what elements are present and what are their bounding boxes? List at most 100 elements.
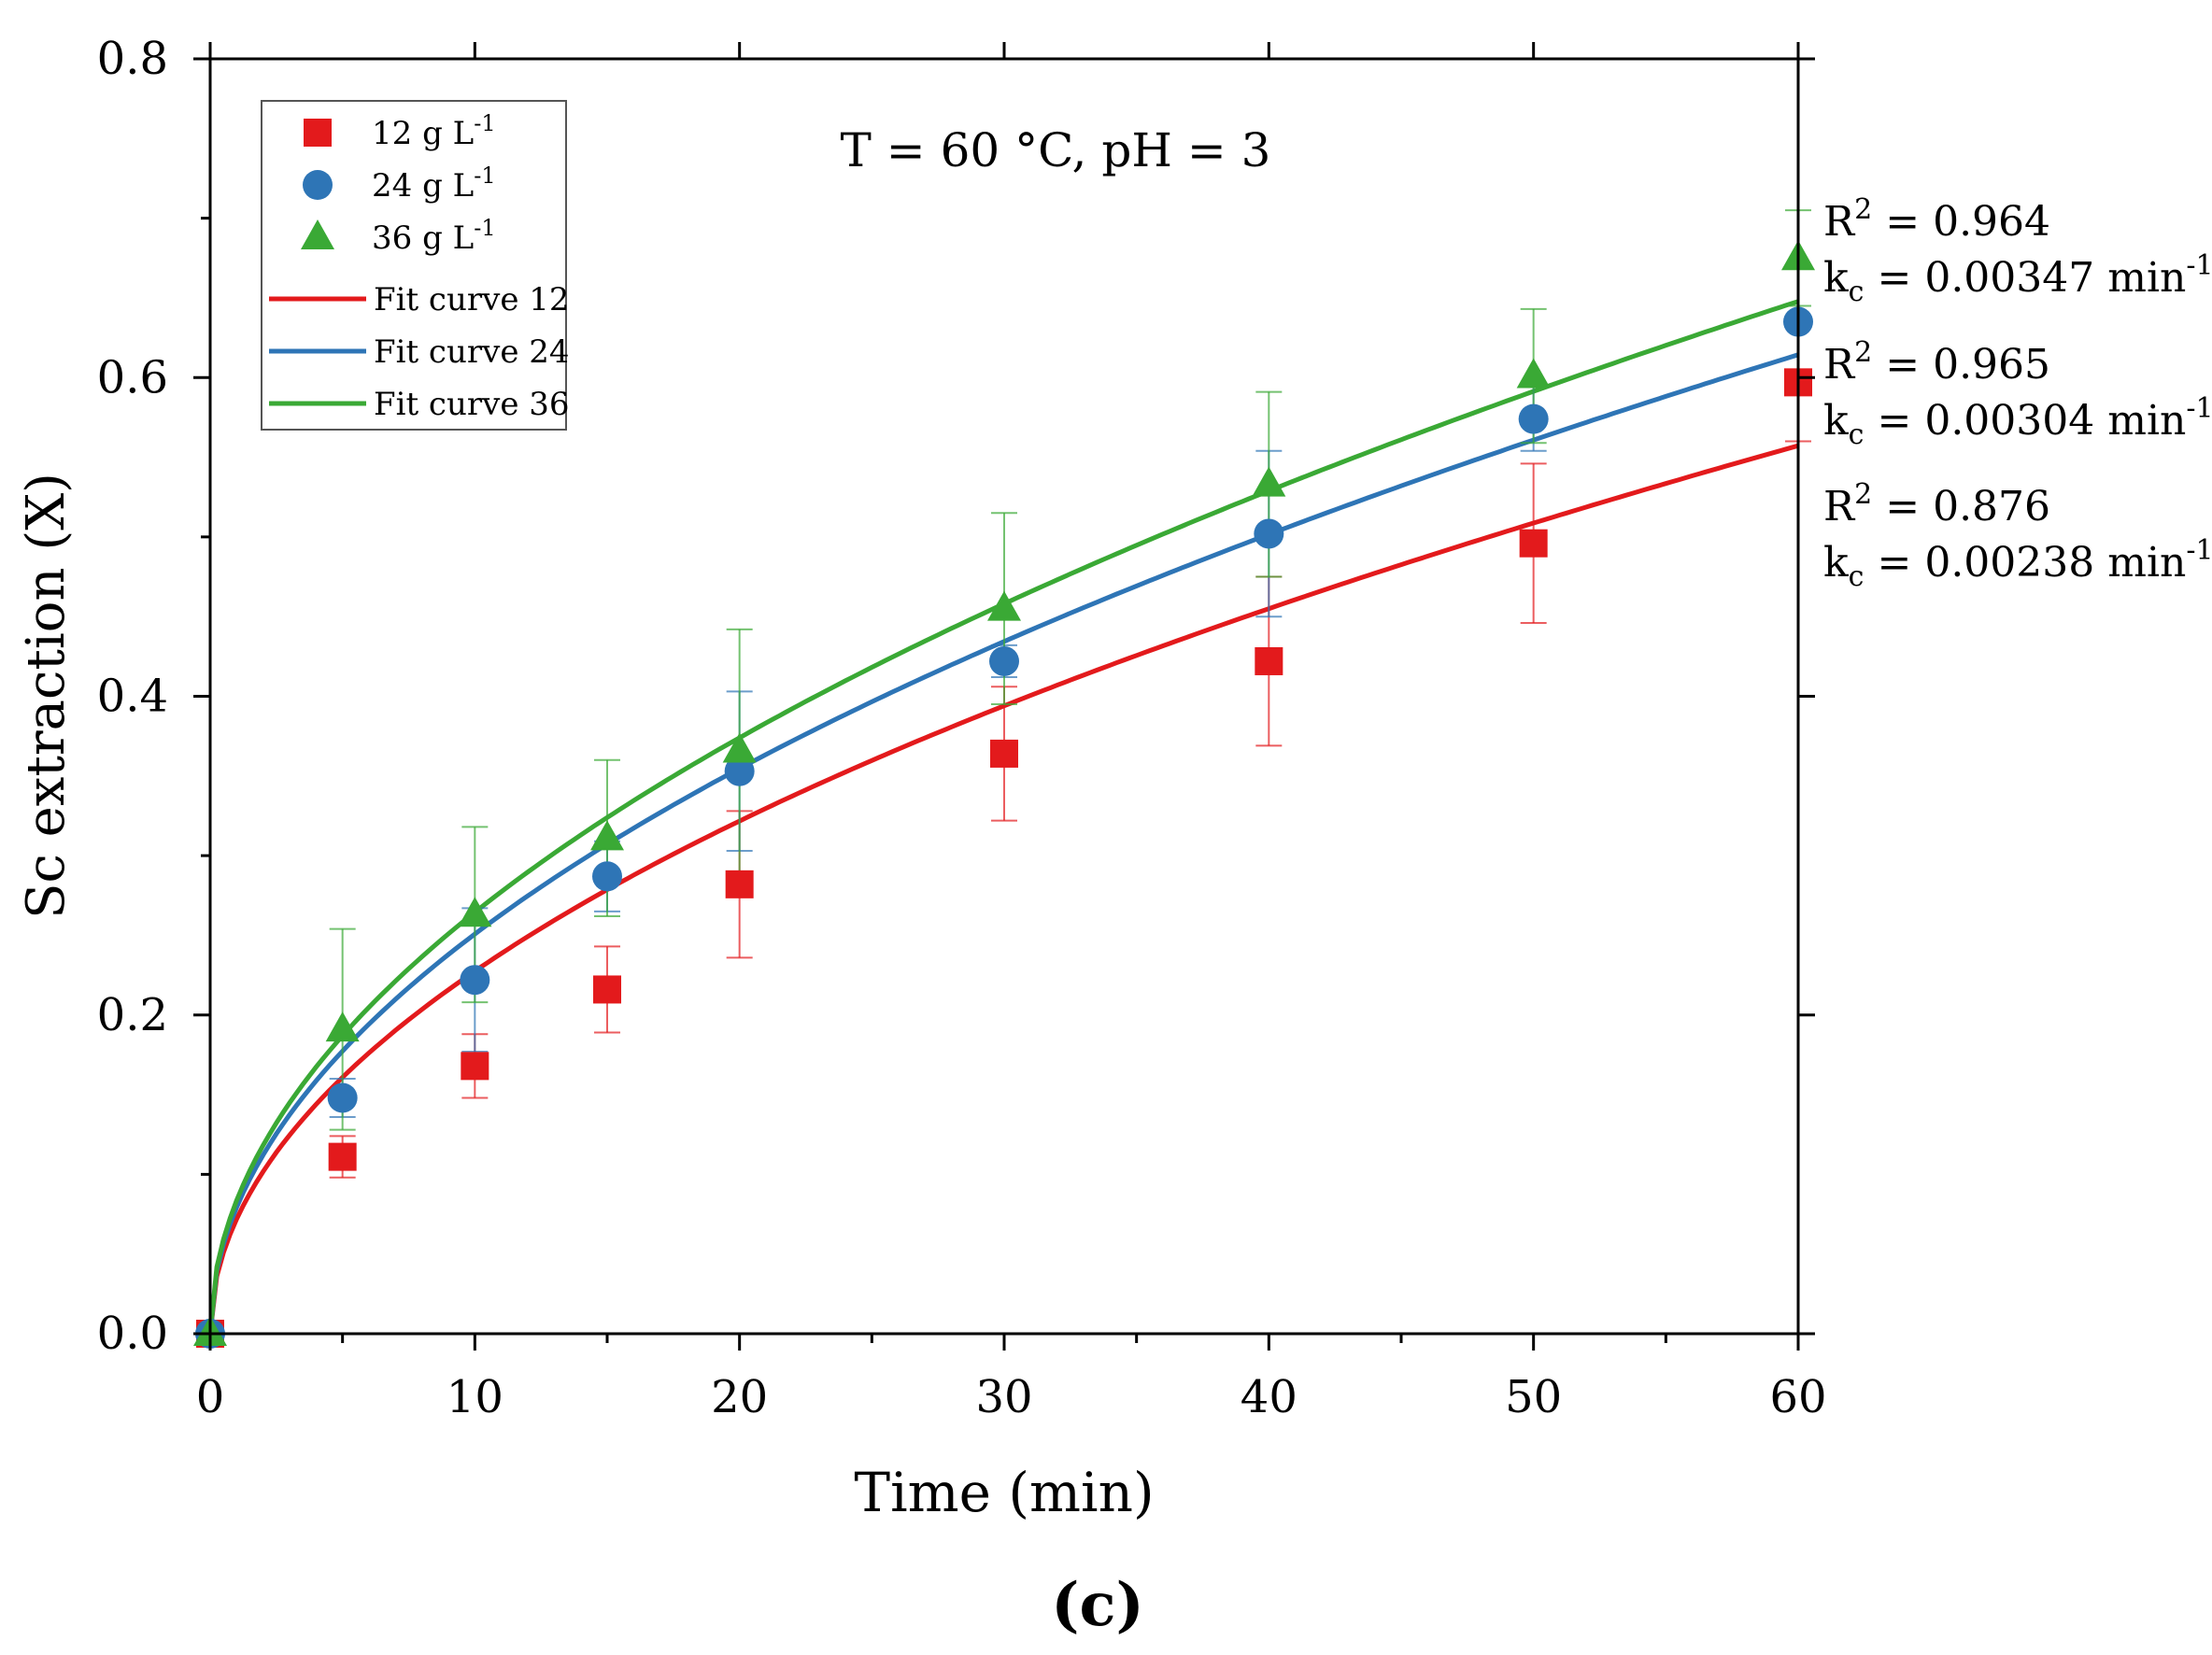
kc-annotation-part: = 0.00304 min [1864, 397, 2186, 445]
x-tick-label: 50 [1505, 1371, 1562, 1423]
legend-label-part: 24 g L [372, 167, 474, 205]
legend-label: 36 g L-1 [372, 215, 496, 257]
kc-annotation-part: -1 [2186, 534, 2212, 567]
data-point-triangle [458, 897, 492, 927]
x-tick-label: 40 [1241, 1371, 1297, 1423]
r2-annotation-part: = 0.964 [1872, 198, 2050, 246]
y-tick-label-part: 0.8 [97, 33, 168, 85]
r2-annotation-part: 2 [1854, 336, 1872, 369]
y-tick-label-part: 0.6 [97, 351, 168, 403]
data-point-square [1519, 529, 1548, 558]
axis-ticks: 0 10 20 30 40 50 60 0.0 0.2 0.4 0.6 0.8 [97, 33, 1827, 1423]
y-tick-label-part: 0.4 [97, 671, 168, 723]
legend-label-part: -1 [474, 110, 495, 136]
data-point-triangle [1252, 466, 1286, 497]
kc-annotation: kc = 0.00304 min-1 [1823, 392, 2212, 451]
kc-annotation-part: c [1849, 418, 1865, 451]
panel-label: (c) [1051, 1570, 1144, 1640]
y-tick-label: 0.2 [97, 989, 168, 1041]
data-point-square [593, 975, 621, 1004]
y-tick-label: 0.6 [97, 351, 168, 403]
x-tick-label-part: 0 [196, 1371, 225, 1423]
y-tick-label: 0.4 [97, 671, 168, 723]
x-tick-label: 10 [447, 1371, 503, 1423]
r2-annotation: R2 = 0.876 [1823, 478, 2050, 530]
x-tick-label-part: 30 [975, 1371, 1032, 1423]
x-tick-label: 30 [975, 1371, 1032, 1423]
r2-annotation-part: 2 [1854, 193, 1872, 226]
legend-label: 24 g L-1 [372, 163, 496, 205]
y-tick-label-part: 0.0 [97, 1308, 168, 1360]
x-tick-label-part: 40 [1241, 1371, 1297, 1423]
legend-fit-label: Fit curve 12 [374, 281, 570, 318]
x-tick-label-part: 60 [1769, 1371, 1826, 1423]
legend-fit-label-part: Fit curve 24 [374, 333, 570, 371]
data-point-circle [592, 861, 622, 892]
data-point-circle [460, 965, 490, 996]
x-tick-label: 0 [196, 1371, 225, 1423]
y-tick-label-part: 0.2 [97, 989, 168, 1041]
data-point-triangle [1516, 358, 1551, 389]
kc-annotation-part: = 0.00238 min [1864, 539, 2186, 587]
data-point-circle [327, 1082, 358, 1113]
legend-fit-label-part: Fit curve 36 [374, 386, 570, 423]
kc-annotation-part: -1 [2186, 249, 2212, 282]
y-tick-label: 0.0 [97, 1308, 168, 1360]
kc-annotation-part: k [1823, 539, 1849, 587]
kc-annotation-part: k [1823, 397, 1849, 445]
data-point-triangle [590, 820, 624, 851]
r2-annotation: R2 = 0.965 [1823, 336, 2050, 389]
r2-annotation-part: R [1823, 198, 1856, 246]
fit-curve-line [207, 352, 1799, 1335]
r2-annotation-part: = 0.965 [1872, 341, 2050, 389]
y-axis-label: Sc extraction (X) [16, 473, 77, 919]
x-axis-label: Time (min) [854, 1461, 1154, 1524]
data-point-triangle [722, 732, 757, 763]
legend-fit-label-part: Fit curve 12 [374, 281, 570, 318]
data-point-circle [1254, 518, 1284, 549]
chart-title: T = 60 °C, pH = 3 [841, 123, 1271, 177]
legend-fit-label: Fit curve 24 [374, 333, 570, 371]
kc-annotation-part: = 0.00347 min [1864, 254, 2186, 302]
kc-annotation: kc = 0.00238 min-1 [1823, 534, 2212, 593]
legend-marker [304, 119, 332, 147]
r2-annotation-part: R [1823, 483, 1856, 530]
legend-label-part: -1 [474, 163, 495, 189]
data-point-circle [724, 756, 755, 786]
data-point-square [328, 1142, 357, 1171]
kc-annotation-part: k [1823, 254, 1849, 302]
legend-marker [301, 219, 334, 249]
legend-label: 12 g L-1 [372, 110, 496, 152]
kc-annotation-part: c [1849, 560, 1865, 593]
legend-label-part: 36 g L [372, 219, 474, 257]
legend-marker [303, 170, 333, 200]
r2-annotation-part: R [1823, 341, 1856, 389]
x-tick-label-part: 10 [447, 1371, 503, 1423]
x-tick-label-part: 20 [711, 1371, 768, 1423]
legend-box [261, 100, 567, 431]
legend-label-part: 12 g L [372, 115, 474, 152]
data-point-circle [1518, 403, 1549, 434]
data-point-triangle [325, 1011, 360, 1042]
legend-label-part: -1 [474, 215, 495, 241]
legend-fit-label: Fit curve 36 [374, 386, 570, 423]
data-point-circle [989, 645, 1019, 676]
x-tick-label: 60 [1769, 1371, 1826, 1423]
data-point-square [990, 739, 1018, 768]
r2-annotation-part: = 0.876 [1872, 483, 2050, 530]
r2-annotation-part: 2 [1854, 478, 1872, 511]
kc-annotation: kc = 0.00347 min-1 [1823, 249, 2212, 308]
y-tick-label: 0.8 [97, 33, 168, 85]
kc-annotation-part: -1 [2186, 392, 2212, 425]
r2-annotation: R2 = 0.964 [1823, 193, 2050, 246]
x-tick-label: 20 [711, 1371, 768, 1423]
x-tick-label-part: 50 [1505, 1371, 1562, 1423]
data-point-triangle [987, 590, 1021, 621]
data-point-square [1255, 646, 1283, 675]
data-point-square [725, 870, 754, 898]
kc-annotation-part: c [1849, 276, 1865, 308]
